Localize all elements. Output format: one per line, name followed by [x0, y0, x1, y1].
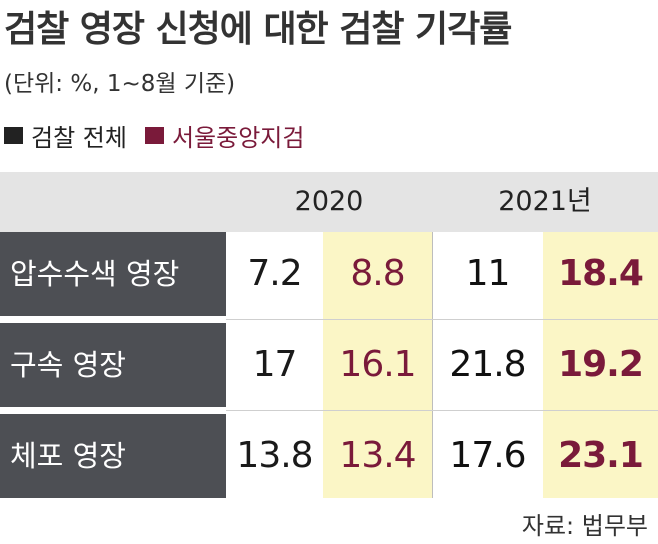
- cell-arrest-2020-all: 17: [252, 344, 298, 385]
- legend-swatch-all: [4, 127, 23, 144]
- cell-search-2021-seoul: 18.4: [558, 253, 644, 294]
- chart-title: 검찰 영장 신청에 대한 검찰 기각률: [4, 9, 512, 50]
- source-note: 자료: 법무부: [521, 512, 648, 540]
- year-header-2021: 2021년: [498, 186, 592, 217]
- cell-arrest-2021-all: 21.8: [449, 344, 526, 385]
- row-label-arrest: 구속 영장: [0, 323, 226, 407]
- legend-item-all: 검찰 전체: [4, 118, 127, 153]
- cell-arrest-2021-seoul: 19.2: [558, 344, 644, 385]
- cell-detain-2020-seoul: 13.4: [339, 435, 416, 476]
- highlight-col-2021: [543, 232, 658, 498]
- legend-label-seoul: 서울중앙지검: [171, 124, 305, 152]
- unit-note: (단위: %, 1~8월 기준): [4, 71, 236, 97]
- legend-item-seoul: 서울중앙지검: [144, 118, 305, 153]
- cell-search-2020-all: 7.2: [247, 253, 302, 294]
- legend: 검찰 전체 서울중앙지검: [4, 118, 322, 153]
- year-header-2020: 2020: [294, 186, 364, 217]
- row-label-detain: 체포 영장: [0, 414, 226, 498]
- row-divider: [226, 410, 658, 411]
- cell-search-2020-seoul: 8.8: [350, 253, 405, 294]
- cell-detain-2021-all: 17.6: [449, 435, 526, 476]
- legend-swatch-seoul: [144, 127, 164, 144]
- cell-search-2021-all: 11: [465, 253, 511, 294]
- row-divider: [226, 319, 658, 320]
- row-label-search: 압수수색 영장: [0, 232, 226, 316]
- highlight-col-2020: [323, 232, 432, 498]
- cell-detain-2020-all: 13.8: [236, 435, 313, 476]
- legend-label-all: 검찰 전체: [31, 124, 127, 152]
- divider-year: [432, 232, 433, 498]
- cell-detain-2021-seoul: 23.1: [558, 435, 644, 476]
- data-table: 2020 2021년 압수수색 영장 구속 영장 체포 영장 7.2 8.8 1…: [0, 172, 658, 498]
- cell-arrest-2020-seoul: 16.1: [339, 344, 416, 385]
- table-header: [0, 172, 658, 232]
